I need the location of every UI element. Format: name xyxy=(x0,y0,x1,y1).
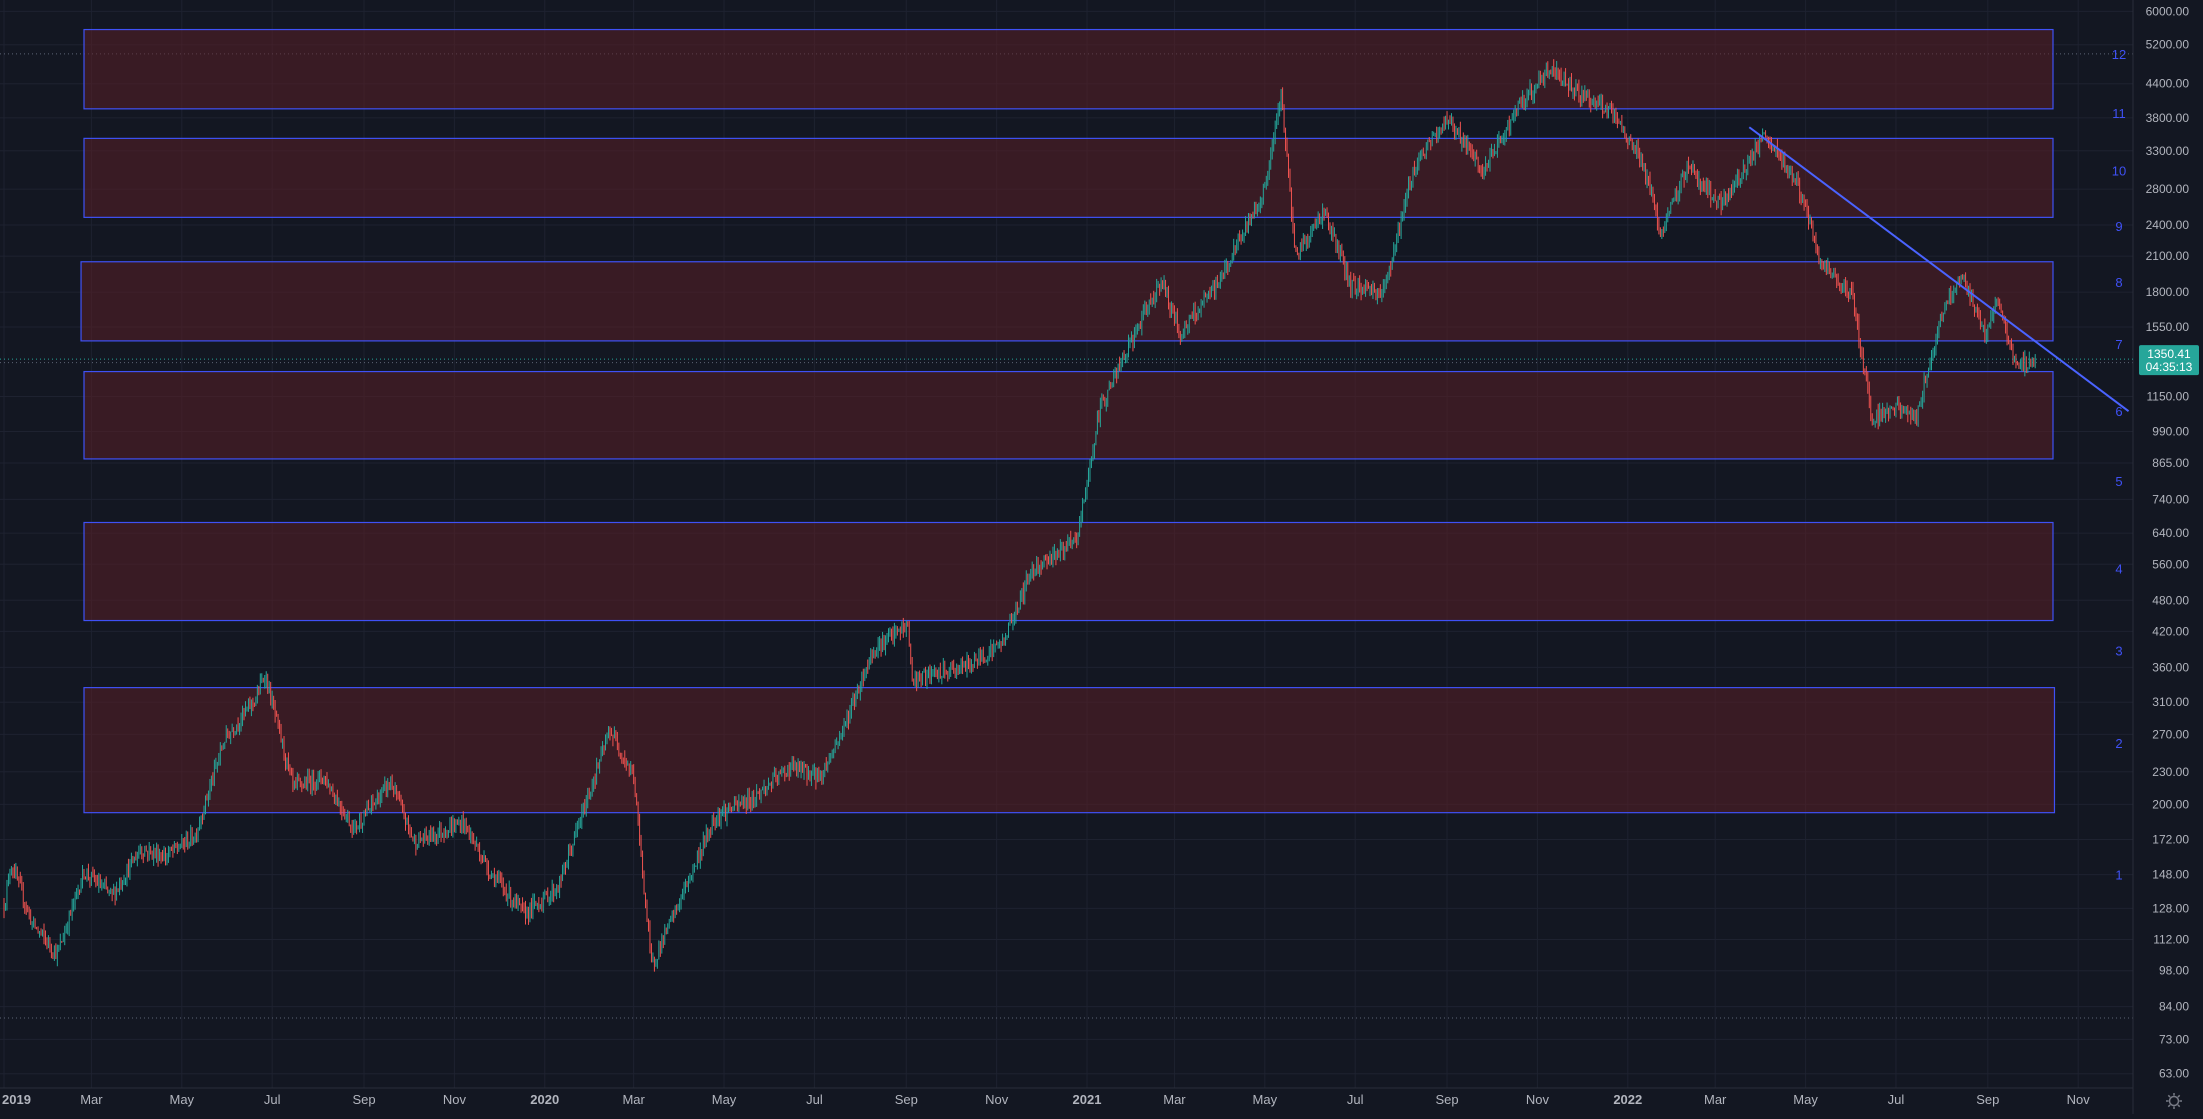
time-tick-label: Nov xyxy=(2067,1092,2091,1107)
price-tick-label: 640.00 xyxy=(2152,526,2189,540)
candle-countdown: 04:35:13 xyxy=(2146,360,2193,374)
time-tick-label: Sep xyxy=(1976,1092,1999,1107)
time-tick-label: Nov xyxy=(985,1092,1009,1107)
zone-rectangle-8[interactable] xyxy=(80,261,2054,342)
price-tick-label: 84.00 xyxy=(2159,1000,2189,1014)
price-tick-label: 148.00 xyxy=(2152,868,2189,882)
level-label-8: 8 xyxy=(2115,275,2122,290)
level-label-1: 1 xyxy=(2115,868,2122,883)
price-tick-label: 1150.00 xyxy=(2147,390,2190,404)
price-tick-label: 112.00 xyxy=(2153,933,2189,947)
price-tick-label: 3800.00 xyxy=(2146,111,2190,125)
time-tick-label: Jul xyxy=(264,1092,281,1107)
price-tick-label: 4400.00 xyxy=(2146,77,2190,91)
settings-gear-icon[interactable] xyxy=(2166,1093,2182,1109)
time-tick-label: 2022 xyxy=(1613,1092,1642,1107)
price-tick-label: 98.00 xyxy=(2159,964,2189,978)
time-tick-label: Sep xyxy=(895,1092,918,1107)
price-tick-label: 172.00 xyxy=(2152,833,2189,847)
time-tick-label: May xyxy=(1253,1092,1278,1107)
price-tick-label: 310.00 xyxy=(2152,695,2189,709)
time-tick-label: Jul xyxy=(1347,1092,1364,1107)
price-tick-label: 740.00 xyxy=(2152,492,2189,506)
time-tick-label: Mar xyxy=(622,1092,645,1107)
time-tick-label: Jul xyxy=(1888,1092,1905,1107)
candles xyxy=(3,59,2036,972)
zone-rectangle-2[interactable] xyxy=(83,687,2056,814)
price-tick-label: 2400.00 xyxy=(2146,218,2190,232)
zone-rectangle-6[interactable] xyxy=(83,370,2054,460)
time-tick-label: Mar xyxy=(80,1092,103,1107)
price-tick-label: 128.00 xyxy=(2152,901,2189,915)
time-tick-label: May xyxy=(712,1092,737,1107)
level-label-9: 9 xyxy=(2115,219,2122,234)
level-labels: 12 11 10 9 8 7 6 5 4 3 2 1 xyxy=(2112,47,2126,883)
level-label-5: 5 xyxy=(2115,474,2122,489)
zone-rectangle-12[interactable] xyxy=(83,28,2054,110)
level-label-11: 11 xyxy=(2112,106,2126,121)
level-label-4: 4 xyxy=(2115,562,2122,577)
last-price-tag xyxy=(2139,345,2199,376)
time-tick-label: Mar xyxy=(1163,1092,1186,1107)
zone-rectangle-4[interactable] xyxy=(83,521,2054,622)
price-tick-label: 270.00 xyxy=(2152,727,2189,741)
descending-trendline[interactable] xyxy=(1748,126,2130,412)
time-tick-label: 2019 xyxy=(2,1092,31,1107)
time-tick-label: Sep xyxy=(352,1092,375,1107)
time-tick-label: Sep xyxy=(1435,1092,1458,1107)
price-tick-label: 990.00 xyxy=(2152,424,2189,438)
price-tick-label: 865.00 xyxy=(2152,456,2189,470)
price-tick-label: 200.00 xyxy=(2152,797,2189,811)
time-tick-label: Mar xyxy=(1704,1092,1727,1107)
time-tick-label: 2021 xyxy=(1073,1092,1102,1107)
price-tick-label: 2800.00 xyxy=(2146,182,2190,196)
price-tick-label: 2100.00 xyxy=(2146,249,2190,263)
time-tick-label: 2020 xyxy=(530,1092,559,1107)
price-tick-label: 3300.00 xyxy=(2146,144,2190,158)
price-tick-label: 560.00 xyxy=(2152,557,2189,571)
trendline[interactable] xyxy=(1748,126,2130,412)
last-price-value: 1350.41 xyxy=(2147,347,2191,361)
level-label-12: 12 xyxy=(2112,47,2126,62)
level-label-2: 2 xyxy=(2115,736,2122,751)
time-tick-label: Nov xyxy=(443,1092,467,1107)
price-axis-background xyxy=(2133,0,2203,1114)
price-tick-label: 1550.00 xyxy=(2146,320,2190,334)
time-axis-background xyxy=(0,1088,2203,1114)
time-tick-label: Nov xyxy=(1526,1092,1550,1107)
level-label-10: 10 xyxy=(2112,164,2126,179)
time-tick-label: May xyxy=(1793,1092,1818,1107)
zone-rectangle-10[interactable] xyxy=(83,137,2054,218)
price-tick-label: 6000.00 xyxy=(2146,4,2190,18)
level-label-3: 3 xyxy=(2115,643,2122,658)
price-tick-label: 5200.00 xyxy=(2146,38,2190,52)
level-label-6: 6 xyxy=(2115,404,2122,419)
price-axis[interactable]: 6000.00 5200.00 4400.00 3800.00 3300.00 2800.… xyxy=(2133,0,2203,1114)
price-tick-label: 1800.00 xyxy=(2146,285,2190,299)
price-tick-label: 480.00 xyxy=(2152,593,2189,607)
level-label-7: 7 xyxy=(2115,337,2122,352)
zones[interactable] xyxy=(80,28,2056,814)
price-tick-label: 63.00 xyxy=(2159,1067,2189,1081)
time-tick-label: Jul xyxy=(806,1092,823,1107)
price-tick-label: 420.00 xyxy=(2152,624,2189,638)
price-tick-label: 230.00 xyxy=(2152,765,2189,779)
price-tick-label: 73.00 xyxy=(2159,1032,2189,1046)
time-tick-label: May xyxy=(170,1092,195,1107)
price-tick-label: 360.00 xyxy=(2152,660,2189,674)
